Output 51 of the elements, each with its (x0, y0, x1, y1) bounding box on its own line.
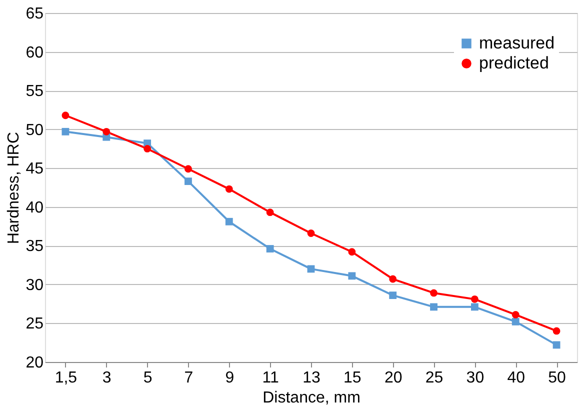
x-tick-label: 5 (143, 370, 152, 386)
x-axis-title: Distance, mm (262, 390, 360, 406)
point (225, 185, 233, 193)
x-tick-label: 15 (344, 370, 362, 386)
point (266, 208, 274, 216)
y-tick-label: 20 (26, 354, 44, 372)
y-tick-label: 25 (26, 316, 44, 333)
point (184, 165, 192, 173)
legend-label: measured (479, 34, 555, 52)
x-tick-label: 9 (225, 370, 234, 386)
point (389, 292, 397, 300)
point (512, 318, 520, 326)
x-tick-label: 7 (184, 370, 194, 386)
point (144, 145, 152, 152)
point (62, 112, 70, 120)
legend-label: predicted (479, 54, 549, 72)
point (470, 295, 478, 303)
x-tick-label: 25 (425, 370, 444, 386)
x-tick-label: 40 (507, 370, 526, 386)
point (348, 248, 356, 256)
y-tick-label: 60 (26, 44, 44, 62)
point (307, 230, 315, 237)
x-tick-label: 13 (302, 370, 320, 386)
point (430, 303, 438, 311)
x-tick-label: 1,5 (54, 370, 78, 386)
point (348, 272, 356, 280)
point (102, 128, 110, 136)
y-tick-label: 40 (26, 199, 44, 216)
point (430, 289, 438, 297)
y-tick-label: 55 (26, 83, 44, 100)
x-tick-label: 20 (384, 370, 402, 386)
y-tick-label: 35 (26, 238, 44, 256)
x-tick-label: 3 (102, 370, 112, 386)
point (470, 303, 478, 311)
point (512, 310, 520, 318)
y-tick-label: 65 (26, 6, 44, 22)
y-tick-label: 45 (26, 160, 44, 178)
y-axis-title: Hardness, HRC (6, 132, 23, 244)
point (552, 327, 560, 335)
point (307, 265, 315, 273)
point (266, 245, 274, 252)
x-tick-label: 50 (548, 370, 566, 386)
y-tick-label: 30 (26, 276, 44, 294)
x-tick-label: 30 (466, 370, 484, 386)
point (62, 128, 70, 136)
y-tick-label: 50 (26, 122, 44, 139)
point (225, 218, 233, 226)
point (184, 178, 192, 186)
point (552, 341, 560, 349)
point (389, 275, 397, 283)
x-tick-label: 11 (262, 370, 279, 386)
